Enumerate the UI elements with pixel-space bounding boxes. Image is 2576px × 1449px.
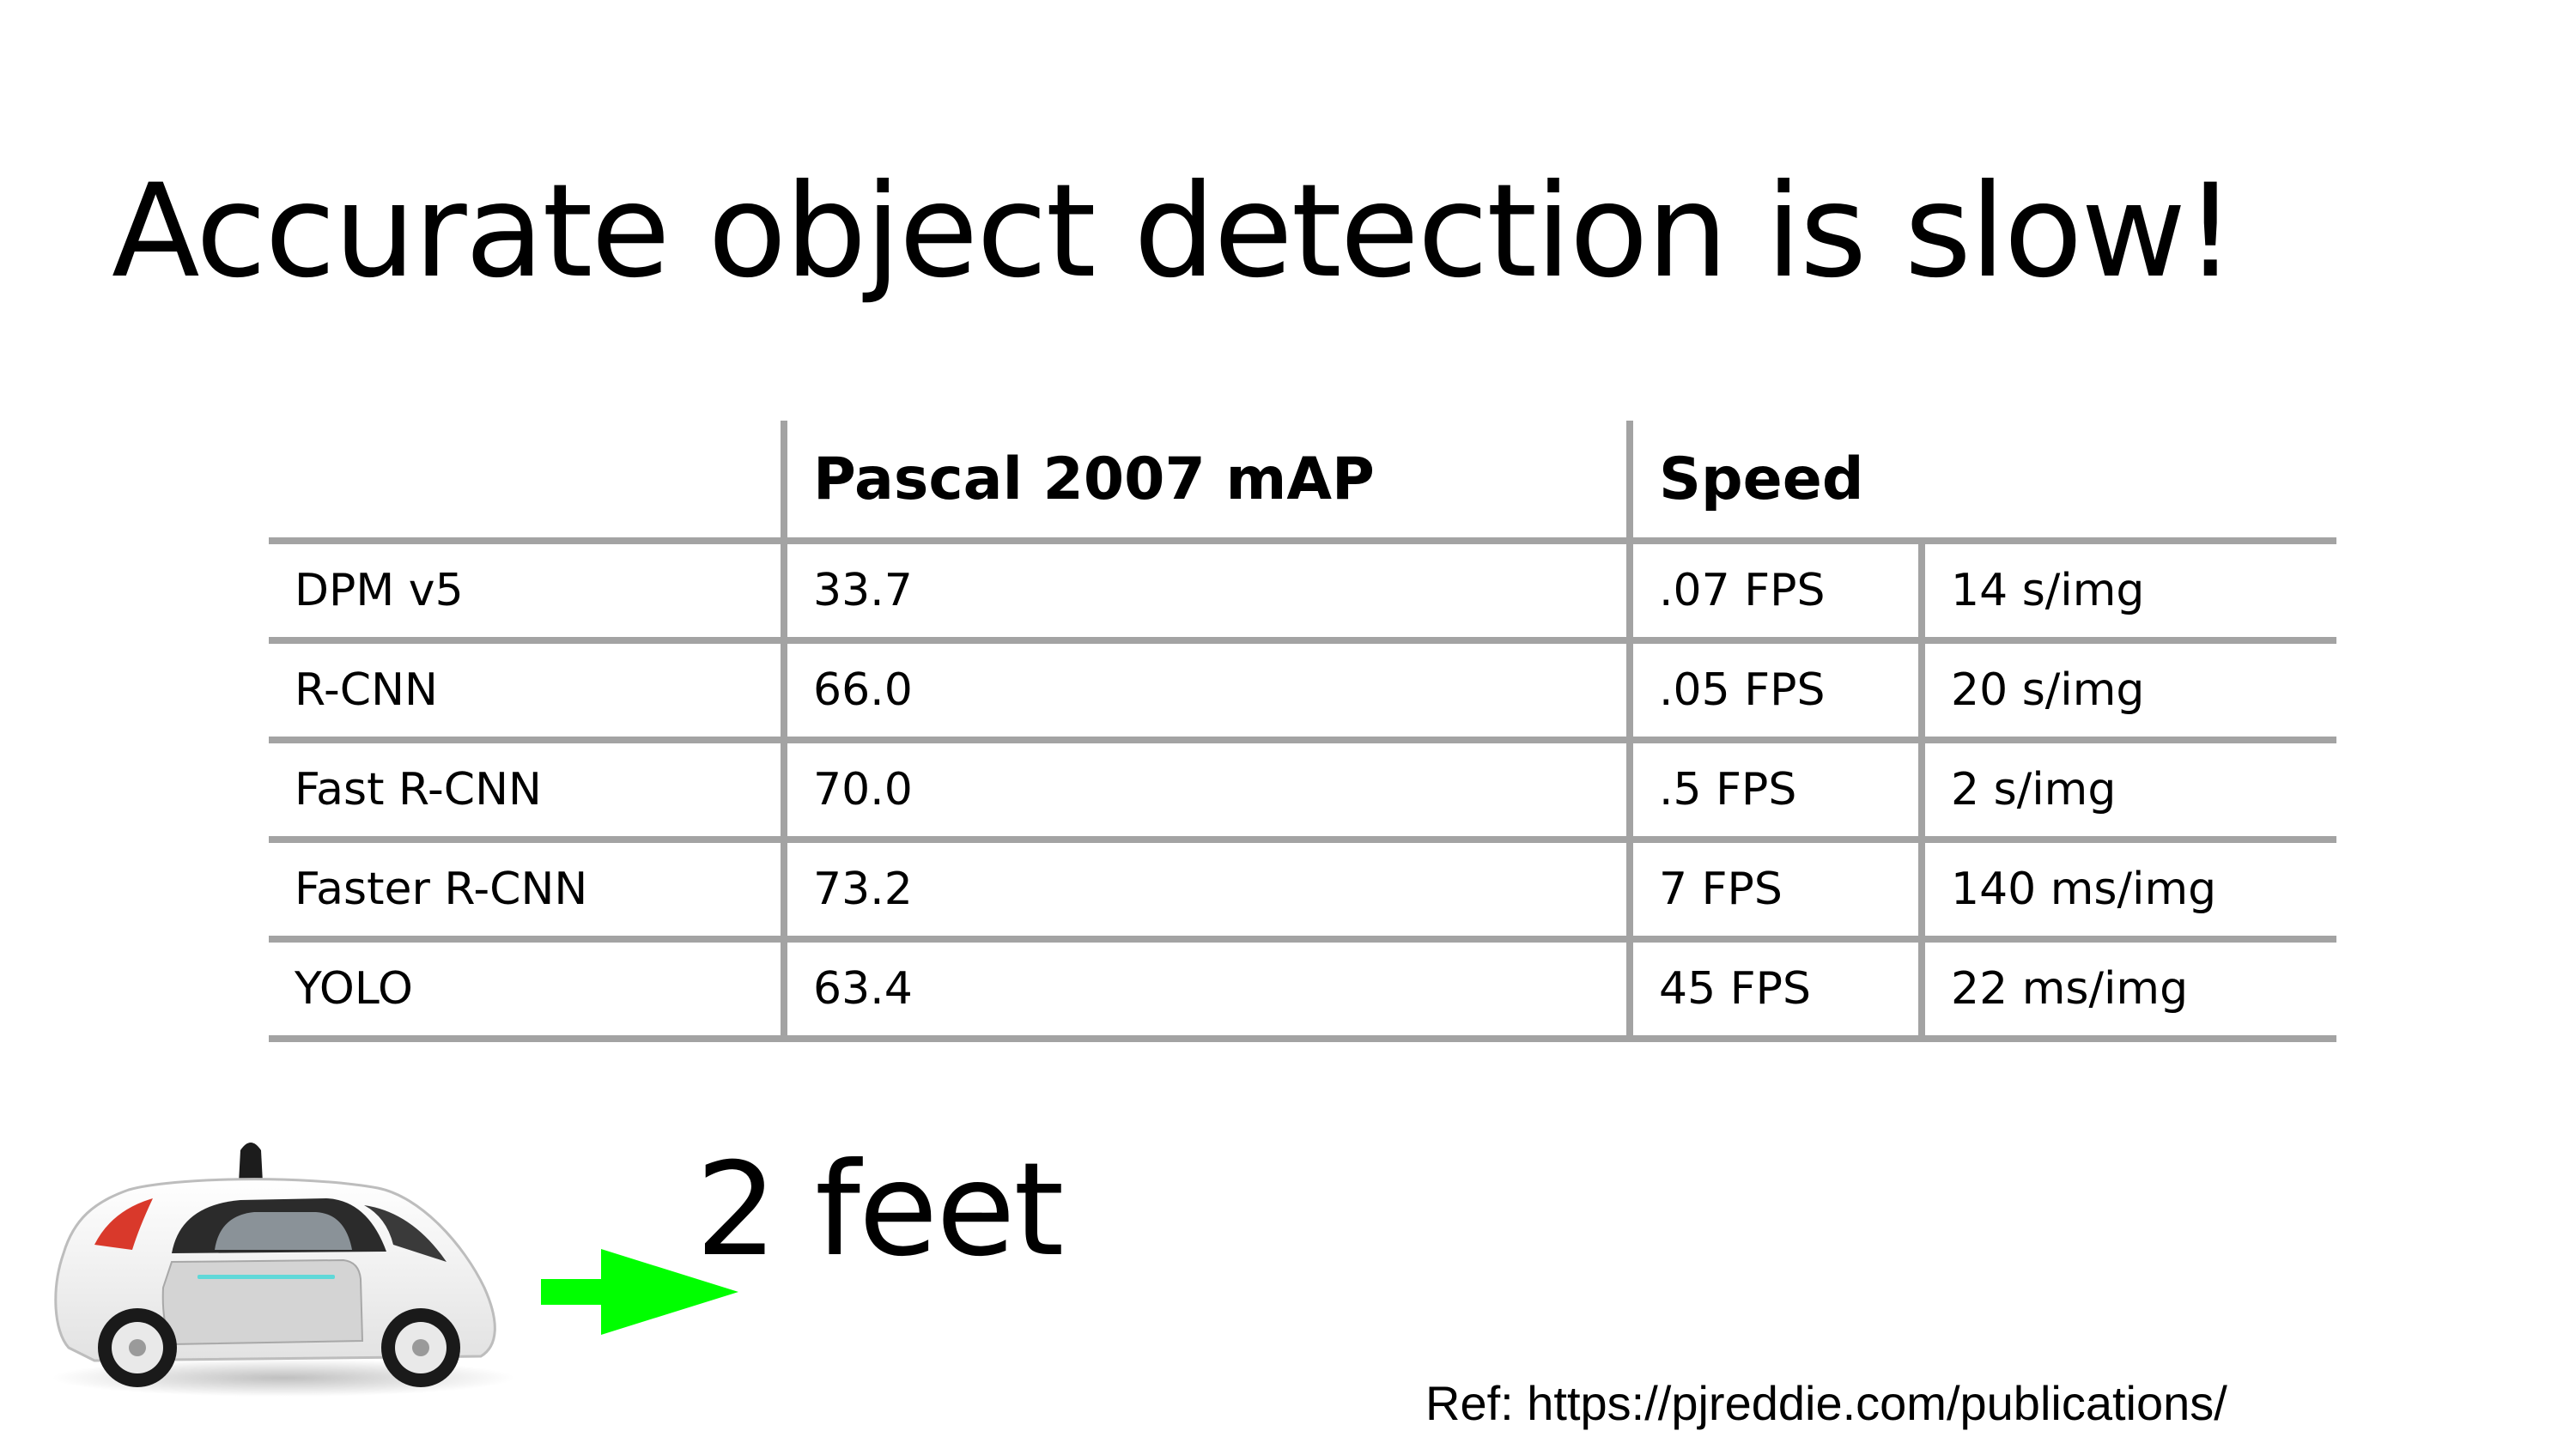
right-arrow-icon (541, 1236, 747, 1348)
cell-time-per-image: 2 s/img (1917, 740, 2337, 843)
reference-citation: Ref: https://pjreddie.com/publications/ (1425, 1376, 2227, 1430)
cell-time-per-image: 20 s/img (1917, 640, 2337, 743)
cell-map: 63.4 (781, 939, 1630, 1042)
header-pascal-map: Pascal 2007 mAP (781, 421, 1630, 544)
detection-results-table: Pascal 2007 mAP Speed DPM v5 33.7 .07 FP… (269, 421, 2337, 1042)
table-row: Fast R-CNN 70.0 .5 FPS 2 s/img (269, 740, 2337, 843)
cell-map: 33.7 (781, 541, 1630, 644)
cell-model: YOLO (269, 939, 784, 1042)
cell-fps: .05 FPS (1626, 640, 1922, 743)
cell-time-per-image: 14 s/img (1917, 541, 2337, 644)
table-row: Faster R-CNN 73.2 7 FPS 140 ms/img (269, 840, 2337, 943)
self-driving-car-icon (43, 1116, 524, 1399)
cell-time-per-image: 140 ms/img (1917, 840, 2337, 943)
table-row: YOLO 63.4 45 FPS 22 ms/img (269, 939, 2337, 1042)
cell-model: R-CNN (269, 640, 784, 743)
cell-map: 70.0 (781, 740, 1630, 843)
slide-title: Accurate object detection is slow! (112, 157, 2236, 306)
table-row: R-CNN 66.0 .05 FPS 20 s/img (269, 640, 2337, 743)
table-header-row: Pascal 2007 mAP Speed (269, 421, 2337, 544)
cell-map: 73.2 (781, 840, 1630, 943)
header-model (269, 421, 784, 544)
table-row: DPM v5 33.7 .07 FPS 14 s/img (269, 541, 2337, 644)
cell-time-per-image: 22 ms/img (1917, 939, 2337, 1042)
distance-label: 2 feet (696, 1136, 1064, 1285)
cell-fps: 45 FPS (1626, 939, 1922, 1042)
cell-fps: .07 FPS (1626, 541, 1922, 644)
cell-model: Fast R-CNN (269, 740, 784, 843)
cell-fps: 7 FPS (1626, 840, 1922, 943)
cell-map: 66.0 (781, 640, 1630, 743)
header-speed: Speed (1625, 421, 2337, 544)
cell-model: Faster R-CNN (269, 840, 784, 943)
cell-model: DPM v5 (269, 541, 784, 644)
cell-fps: .5 FPS (1626, 740, 1922, 843)
